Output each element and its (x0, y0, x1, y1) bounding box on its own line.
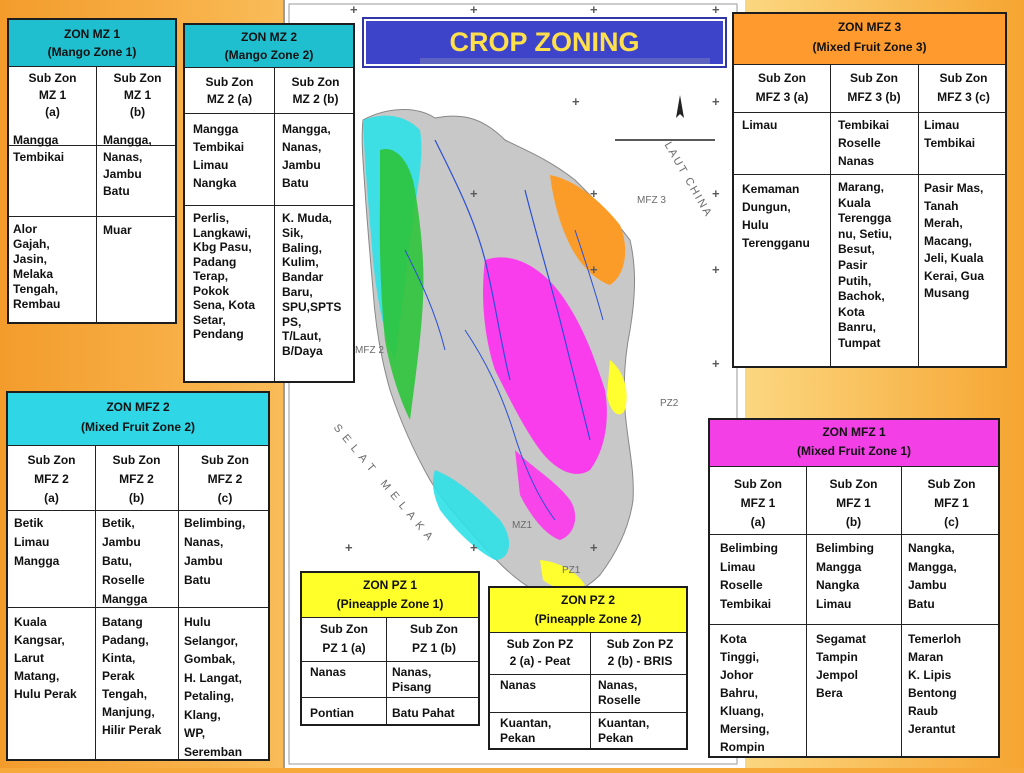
zone-mz1-title: ZON MZ 1 (64, 27, 120, 41)
zone-mfz3-card: ZON MFZ 3 (Mixed Fruit Zone 3) Sub Zon MF… (732, 12, 1007, 368)
areas-mz1b: Muar (103, 223, 132, 237)
crops-mfz2b: Betik, Jambu Batu, Roselle Mangga (102, 516, 148, 606)
areas-mfz2a: Kuala Kangsar, Larut Matang, Hulu Perak (14, 615, 77, 701)
zone-mfz1-area (483, 257, 607, 474)
areas-mfz2b: Batang Padang, Kinta, Perak Tengah, Manj… (102, 615, 162, 737)
crops-mfz3b: Tembikai Roselle Nanas (838, 118, 890, 168)
map-label-mfz2: MFZ 2 (355, 345, 384, 356)
zone-mfz1-card: ZON MFZ 1 (Mixed Fruit Zone 1) Sub Zon MF… (708, 418, 1000, 758)
areas-mfz1b: Segamat Tampin Jempol Bera (816, 632, 867, 700)
zone-mfz2-header: ZON MFZ 2 (Mixed Fruit Zone 2) (8, 393, 268, 446)
sub-zone-mfz2b: Sub Zon MFZ 2 (b) (112, 453, 161, 505)
map-subtitle-bar (420, 58, 710, 64)
areas-mz2a: Perlis, Langkawi, Kbg Pasu, Padang Terap… (193, 211, 256, 341)
zone-mfz2-subtitle: (Mixed Fruit Zone 2) (81, 420, 195, 434)
areas-pz2b: Kuantan, Pekan (598, 716, 650, 745)
zone-mfz1-title: ZON MFZ 1 (822, 425, 886, 439)
areas-pz2a: Kuantan, Pekan (500, 716, 552, 745)
sub-zone-pz2a: Sub Zon PZ 2 (a) - Peat (506, 637, 574, 668)
sub-zone-mz1a: Sub Zon MZ 1 (a) (28, 71, 77, 119)
peninsular-malaysia-map (288, 3, 738, 765)
zone-pz1-title: ZON PZ 1 (362, 578, 417, 592)
sub-zone-mfz1c: Sub Zon MFZ 1 (c) (927, 477, 976, 529)
areas-mfz3a: Kemaman Dungun, Hulu Terengganu (742, 182, 810, 250)
crops-mfz1c: Nangka, Mangga, Jambu Batu (908, 541, 957, 611)
zone-mz2-card: ZON MZ 2 (Mango Zone 2) Sub Zon MZ 2 (a) … (183, 23, 355, 383)
zone-mfz2-area (379, 149, 424, 421)
areas-mfz3c: Pasir Mas, Tanah Merah, Macang, Jeli, Ku… (924, 181, 985, 300)
page-title: CROP ZONING (449, 27, 640, 57)
areas-mz2b: K. Muda, Sik, Baling, Kulim, Bandar Baru… (282, 211, 342, 359)
map-panel (283, 0, 745, 768)
areas-mz1a: Alor Gajah, Jasin, Melaka Tengah, Rembau (13, 222, 61, 311)
sub-zone-pz1a: Sub Zon PZ 1 (a) (320, 622, 368, 655)
zone-pz1-subtitle: (Pineapple Zone 1) (336, 597, 444, 611)
zone-pz2-title: ZON PZ 2 (560, 593, 615, 607)
zone-mz1-header: ZON MZ 1 (Mango Zone 1) (9, 20, 175, 67)
map-label-pz2: PZ2 (660, 398, 679, 409)
sub-zone-mz2b: Sub Zon MZ 2 (b) (291, 75, 340, 106)
crops-mfz1b: Belimbing Mangga Nangka Limau (816, 541, 875, 611)
sub-zone-mfz1a: Sub Zon MFZ 1 (a) (734, 477, 782, 529)
zone-mfz3-area (550, 175, 626, 285)
sub-zone-mfz2c: Sub Zon MFZ 2 (c) (201, 453, 249, 505)
map-label-mz1: MZ1 (512, 520, 532, 531)
crops-mfz2a: Betik Limau Mangga (14, 516, 60, 568)
north-arrow-icon (676, 95, 684, 118)
sub-zone-pz2b: Sub Zon PZ 2 (b) - BRIS (606, 637, 674, 668)
crops-pz2b: Nanas, Roselle (598, 678, 641, 707)
zone-mfz1-subtitle: (Mixed Fruit Zone 1) (797, 444, 911, 458)
zone-pz2-subtitle: (Pineapple Zone 2) (534, 612, 642, 626)
zone-pz1-area (540, 560, 585, 590)
zone-mfz3-subtitle: (Mixed Fruit Zone 3) (812, 40, 927, 54)
sub-zone-mfz3c: Sub Zon MFZ 3 (c) (937, 71, 990, 104)
zone-pz1-header: ZON PZ 1 (Pineapple Zone 1) (302, 573, 478, 618)
map-label-pz1: PZ1 (562, 565, 581, 576)
zone-pz2-area (607, 360, 627, 415)
crops-pz2a: Nanas (500, 678, 537, 692)
sub-zone-mfz1b: Sub Zon MFZ 1 (b) (829, 477, 878, 529)
zone-mfz3-header: ZON MFZ 3 (Mixed Fruit Zone 3) (734, 14, 1005, 65)
zone-mz2-title: ZON MZ 2 (241, 30, 297, 44)
crops-mz1a: Mangga Tembikai (13, 133, 65, 164)
zone-mz2-header: ZON MZ 2 (Mango Zone 2) (185, 25, 353, 68)
areas-mfz1c: Temerloh Maran K. Lipis Bentong Raub Jer… (908, 632, 962, 736)
crops-mfz3c: Limau Tembikai (924, 118, 976, 150)
areas-mfz3b: Marang, Kuala Terengga nu, Setiu, Besut,… (838, 180, 892, 350)
zone-mfz2-card: ZON MFZ 2 (Mixed Fruit Zone 2) Sub Zon MF… (6, 391, 270, 761)
crops-mz2a: Mangga Tembikai Limau Nangka (193, 122, 245, 190)
crops-pz1a: Nanas (310, 665, 347, 679)
areas-mfz1a: Kota Tinggi, Johor Bahru, Kluang, Mersin… (720, 632, 770, 754)
crops-mfz3a: Limau (742, 118, 778, 132)
map-label-mfz3: MFZ 3 (637, 195, 666, 206)
zone-mfz3-title: ZON MFZ 3 (837, 20, 902, 34)
zone-mz1-card: ZON MZ 1 (Mango Zone 1) Sub Zon MZ 1 (a) S… (7, 18, 177, 324)
crops-mz1b: Mangga, Nanas, Jambu Batu (103, 133, 152, 198)
sub-zone-mfz3a: Sub Zon MFZ 3 (a) (755, 71, 809, 104)
crops-mz2b: Mangga, Nanas, Jambu Batu (282, 122, 331, 190)
crops-pz1b: Nanas, Pisang (392, 665, 432, 694)
sub-zone-mfz3b: Sub Zon MFZ 3 (b) (847, 71, 901, 104)
zone-pz2-header: ZON PZ 2 (Pineapple Zone 2) (490, 588, 686, 633)
zone-pz2-card: ZON PZ 2 (Pineapple Zone 2) Sub Zon PZ 2 … (488, 586, 688, 750)
zone-mz1-subtitle: (Mango Zone 1) (47, 45, 137, 59)
sub-zone-mz1b: Sub Zon MZ 1 (b) (113, 71, 162, 119)
zone-pz1-card: ZON PZ 1 (Pineapple Zone 1) Sub Zon PZ 1 … (300, 571, 480, 726)
sub-zone-pz1b: Sub Zon PZ 1 (b) (410, 622, 458, 655)
areas-mfz2c: Hulu Selangor, Gombak, H. Langat, Petali… (184, 615, 243, 759)
zone-mz2-subtitle: (Mango Zone 2) (224, 48, 314, 62)
sub-zone-mz2a: Sub Zon MZ 2 (a) (205, 75, 254, 106)
zone-mfz1-header: ZON MFZ 1 (Mixed Fruit Zone 1) (710, 420, 998, 467)
sub-zone-mfz2a: Sub Zon MFZ 2 (a) (27, 453, 76, 505)
crops-mfz2c: Belimbing, Nanas, Jambu Batu (184, 516, 246, 587)
zone-mz1-area (432, 470, 510, 560)
zone-mfz2-title: ZON MFZ 2 (106, 400, 170, 414)
areas-pz1b: Batu Pahat (392, 706, 455, 720)
crops-mfz1a: Belimbing Limau Roselle Tembikai (720, 541, 779, 611)
areas-pz1a: Pontian (310, 706, 354, 720)
